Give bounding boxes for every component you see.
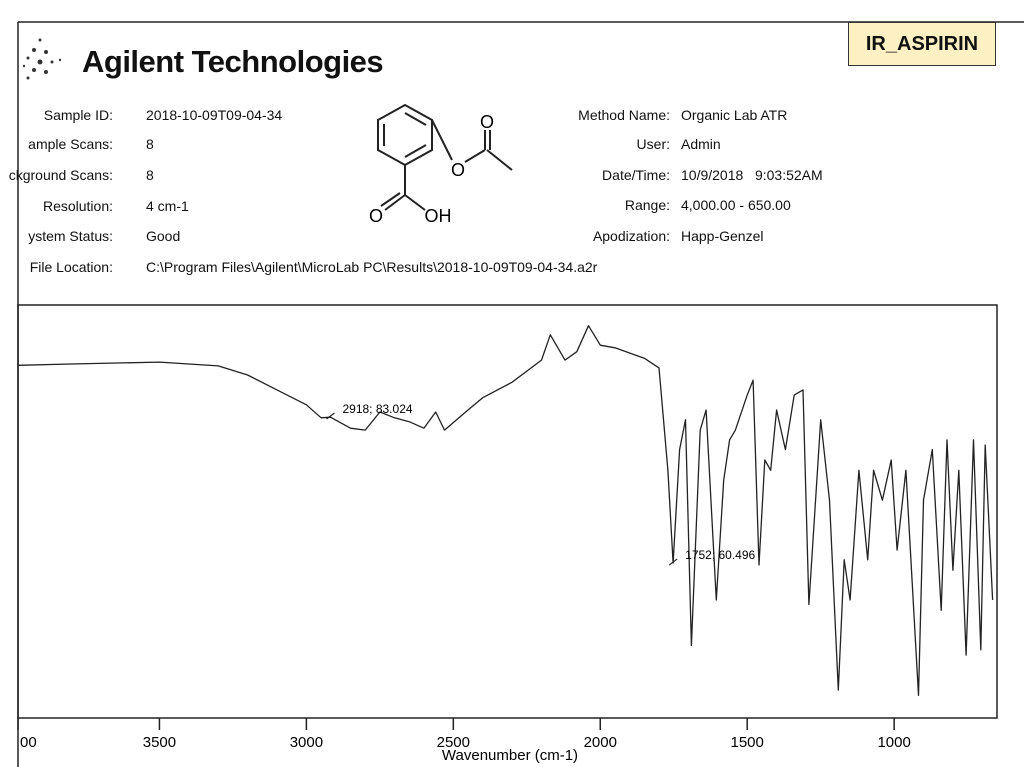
field-label: Range: [624,197,670,213]
field-value: 2018-10-09T09-04-34 [146,107,283,123]
atom-label: OH [425,206,452,226]
x-tick-label: 3000 [290,734,323,751]
field-value: C:\Program Files\Agilent\MicroLab PC\Res… [146,259,598,275]
field-label: Method Name: [578,107,670,123]
plot-frame [17,304,998,719]
aspirin-structure [377,103,513,211]
field-label: ckground Scans: [8,167,113,183]
field-label: Date/Time: [602,167,670,183]
field-value: 8 [146,167,154,183]
field-value: 10/9/2018 9:03:52AM [681,167,823,183]
x-tick-label: 00 [20,734,37,751]
logo-dots [22,38,62,80]
field-label: Sample ID: [43,107,113,123]
x-tick-label: 2500 [437,734,470,751]
field-value: Happ-Genzel [681,228,764,244]
annotation: 2918; 83.024 [342,402,412,416]
field-value: 4 cm-1 [146,198,189,214]
field-value: 4,000.00 - 650.00 [681,197,791,213]
atom-label: O [480,112,494,132]
field-value: Good [146,228,181,244]
field-label: User: [636,136,670,152]
spectrum-line [18,325,994,696]
x-tick-label: 3500 [143,734,176,751]
atom-label: O [451,160,465,180]
field-label: Resolution: [42,198,113,214]
x-tick-label: 1000 [877,734,910,751]
annotation-marker [326,412,335,420]
field-label: ample Scans: [28,136,113,152]
badge: IR_ASPIRIN [848,22,996,66]
field-label: ystem Status: [28,228,113,244]
field-value: 8 [146,136,154,152]
field-value: Admin [681,136,721,152]
x-axis-label: Wavenumber (cm-1) [442,747,578,764]
logo: Agilent Technologies [82,44,384,79]
field-value: Organic Lab ATR [681,107,788,123]
annotation-marker [668,558,678,566]
annotation: 1752; 60.496 [685,548,755,562]
x-tick-label: 1500 [731,734,764,751]
atom-label: O [369,206,383,226]
x-tick-label: 2000 [584,734,617,751]
field-label: Apodization: [592,228,670,244]
field-label: File Location: [29,259,113,275]
